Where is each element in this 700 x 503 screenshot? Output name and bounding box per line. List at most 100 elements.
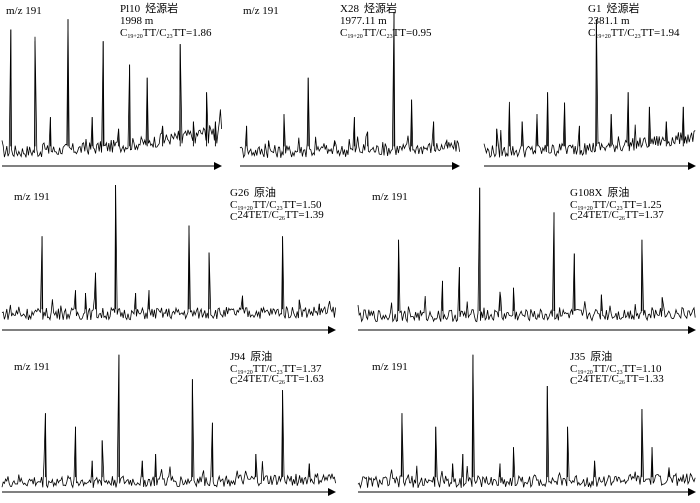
- ratio-subscript: 26: [279, 380, 285, 386]
- ratio-text: C: [230, 211, 237, 223]
- ratio-subscript: 23: [277, 206, 283, 212]
- sample-type: 烃源岩: [145, 1, 178, 15]
- axis-arrow-icon: [328, 326, 336, 334]
- sample-type: 原油: [250, 349, 272, 363]
- ratio-subscript: 19+20: [577, 370, 592, 376]
- ratio-subscript: 23: [167, 34, 173, 40]
- ratio-subscript: 19+20: [237, 370, 252, 376]
- trace-line: [239, 11, 460, 159]
- ratio-text: C: [230, 375, 237, 387]
- ratio-subscript: 26: [619, 216, 625, 222]
- sample-id: J94: [230, 351, 246, 363]
- ratio-subscript: 23: [617, 370, 623, 376]
- ratio-text: TT=1.25: [623, 199, 662, 211]
- ion-label: m/z 191: [14, 361, 50, 373]
- sample-label: G108X 原油: [570, 185, 629, 199]
- ratio-text: C: [570, 375, 577, 387]
- sample-type: 烃源岩: [364, 1, 397, 15]
- trace-line: [1, 354, 336, 489]
- depth-label: 1998 m: [120, 15, 154, 27]
- ratio-label: C24TET/C26TT=1.63: [230, 373, 324, 387]
- sample-label: X28 烃源岩: [340, 1, 397, 15]
- trace-line: [1, 19, 222, 158]
- ion-label: m/z 191: [6, 5, 42, 17]
- ratio-text: C: [340, 27, 347, 39]
- chromatogram-panel-g26: m/z 191 G26 原油C19+20TT/C23TT=1.50C24TET/C2…: [1, 184, 336, 334]
- axis-arrow-icon: [214, 162, 222, 170]
- axis-arrow-icon: [328, 488, 336, 496]
- sample-label: J35 原油: [570, 349, 612, 363]
- ratio-label: C19+20TT/C23TT=1.50: [230, 199, 322, 212]
- ratio-text: 24TET/C: [577, 373, 619, 385]
- axis-arrow-icon: [688, 326, 696, 334]
- ion-label: m/z 191: [372, 191, 408, 203]
- trace-line: [1, 184, 336, 321]
- ratio-subscript: 19+20: [595, 34, 610, 40]
- ratio-text: TT/C: [593, 363, 617, 375]
- ratio-text: C: [570, 211, 577, 223]
- ion-label: m/z 191: [372, 361, 408, 373]
- ratio-label: C19+20TT/C23TT=1.10: [570, 363, 662, 376]
- ion-label: m/z 191: [243, 5, 279, 17]
- sample-id: J35: [570, 351, 586, 363]
- ratio-subscript: 19+20: [127, 34, 142, 40]
- ratio-text: TT=1.37: [625, 209, 664, 221]
- ratio-subscript: 23: [617, 206, 623, 212]
- ratio-text: TT/C: [611, 27, 635, 39]
- ratio-subscript: 23: [277, 370, 283, 376]
- ratio-text: TT/C: [253, 199, 277, 211]
- axis-arrow-icon: [452, 162, 460, 170]
- ratio-text: TT=1.50: [283, 199, 322, 211]
- ratio-text: C: [230, 363, 237, 375]
- ratio-text: TT=1.10: [623, 363, 662, 375]
- sample-label: Pl10 烃源岩: [120, 1, 178, 15]
- ratio-text: TT=1.33: [625, 373, 664, 385]
- ratio-subscript: 23: [635, 34, 641, 40]
- ratio-label: C19+20TT/C23TT=1.37: [230, 363, 322, 376]
- sample-type: 原油: [607, 185, 629, 199]
- sample-id: Pl10: [120, 3, 141, 15]
- chromatogram-panel-g108x: m/z 191 G108X 原油C19+20TT/C23TT=1.25C24TET/…: [357, 185, 696, 334]
- ion-label: m/z 191: [14, 191, 50, 203]
- ratio-text: C: [588, 27, 595, 39]
- ratio-text: TT/C: [593, 199, 617, 211]
- ratio-text: 24TET/C: [237, 209, 279, 221]
- sample-label: G26 原油: [230, 185, 276, 199]
- depth-label: 1977.11 m: [340, 15, 387, 27]
- ratio-label: C19+20TT/C23TT=0.95: [340, 27, 432, 40]
- sample-label: J94 原油: [230, 349, 272, 363]
- axis-arrow-icon: [688, 488, 696, 496]
- depth-label: 2381.1 m: [588, 15, 630, 27]
- ratio-label: C19+20TT/C23TT=1.86: [120, 27, 212, 40]
- ratio-label: C24TET/C26TT=1.37: [570, 209, 664, 223]
- ratio-subscript: 19+20: [577, 206, 592, 212]
- trace-line: [357, 187, 696, 324]
- ratio-label: C19+20TT/C23TT=1.94: [588, 27, 680, 40]
- sample-id: G1: [588, 3, 601, 15]
- sample-type: 烃源岩: [606, 1, 639, 15]
- ratio-subscript: 19+20: [237, 206, 252, 212]
- sample-type: 原油: [590, 349, 612, 363]
- ratio-subscript: 26: [619, 380, 625, 386]
- sample-id: G108X: [570, 187, 602, 199]
- ratio-text: TT=1.63: [285, 373, 324, 385]
- trace-line: [357, 354, 696, 490]
- ratio-text: 24TET/C: [237, 373, 279, 385]
- ratio-text: TT=1.86: [173, 27, 212, 39]
- ratio-text: TT/C: [363, 27, 387, 39]
- ratio-text: TT=1.94: [641, 27, 680, 39]
- ratio-text: TT/C: [143, 27, 167, 39]
- trace-line: [483, 19, 696, 159]
- ratio-label: C19+20TT/C23TT=1.25: [570, 199, 662, 212]
- ratio-label: C24TET/C26TT=1.33: [570, 373, 664, 387]
- ratio-label: C24TET/C26TT=1.39: [230, 209, 324, 223]
- ratio-text: 24TET/C: [577, 209, 619, 221]
- sample-id: X28: [340, 3, 359, 15]
- ratio-subscript: 19+20: [347, 34, 362, 40]
- ratio-text: C: [570, 363, 577, 375]
